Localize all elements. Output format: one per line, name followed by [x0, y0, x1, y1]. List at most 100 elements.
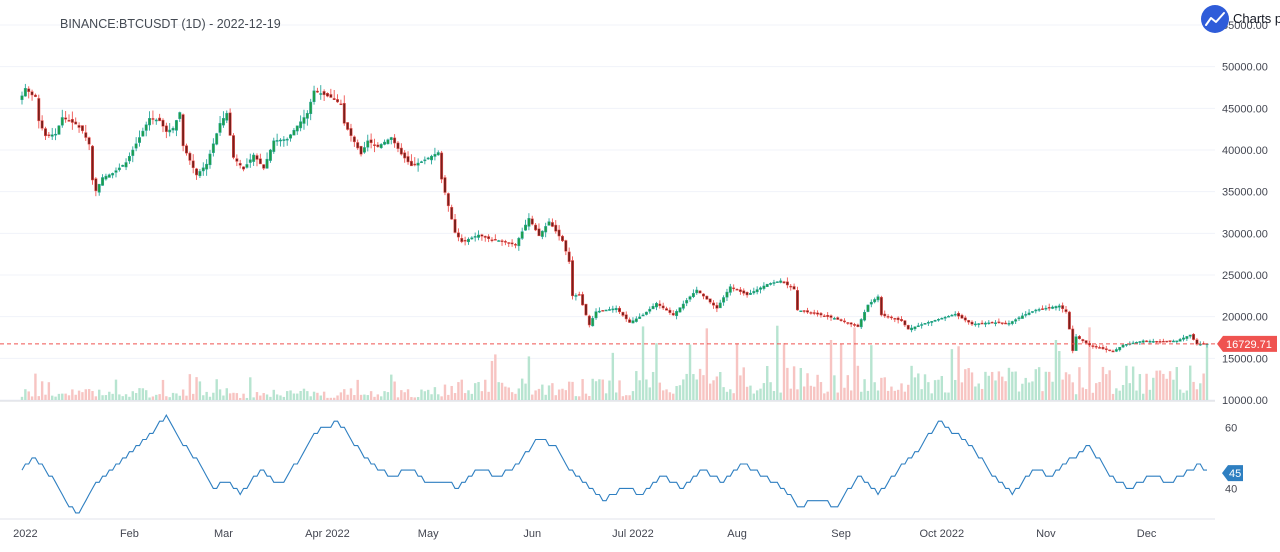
- volume-bar: [306, 391, 309, 400]
- candle-body: [705, 295, 709, 300]
- candle-body: [1124, 344, 1128, 346]
- volume-bar: [349, 388, 353, 400]
- candle-body: [117, 167, 121, 171]
- candle-body: [876, 296, 880, 301]
- volume-bar: [802, 386, 806, 400]
- candle-body: [215, 133, 219, 145]
- time-tick-label: Jun: [523, 528, 541, 540]
- candle-body: [362, 147, 366, 153]
- volume-bar: [473, 383, 477, 400]
- candle-body: [691, 293, 695, 297]
- volume-bar: [1202, 373, 1205, 400]
- candle-body: [554, 224, 558, 232]
- time-tick-label: Nov: [1036, 528, 1056, 540]
- candle-body: [1175, 340, 1179, 343]
- time-tick-label: Aug: [727, 528, 747, 540]
- candle-body: [245, 164, 249, 168]
- volume-bar: [645, 379, 648, 400]
- volume-bar: [739, 375, 742, 400]
- candle-body: [446, 193, 450, 207]
- volume-bar: [591, 378, 594, 400]
- candle-body: [23, 88, 27, 97]
- candle-body: [735, 288, 739, 291]
- volume-bar: [292, 393, 296, 400]
- candle-body: [718, 302, 722, 309]
- volume-bar: [44, 394, 47, 400]
- candle-body: [1145, 340, 1149, 343]
- candle-body: [557, 229, 561, 237]
- volume-bar: [665, 389, 668, 400]
- candle-body: [70, 119, 74, 123]
- volume-bar: [678, 385, 682, 400]
- candle-body: [906, 325, 910, 330]
- candle-body: [279, 139, 282, 142]
- volume-bar: [487, 391, 490, 400]
- indicator-line: [21, 413, 1207, 514]
- candle-body: [943, 316, 947, 319]
- indicator-axis[interactable]: 60 40: [1225, 422, 1237, 495]
- candle-body: [349, 128, 353, 136]
- volume-bar: [430, 394, 433, 400]
- candle-body: [802, 310, 806, 312]
- candle-body: [1158, 341, 1162, 343]
- volume-bar: [692, 374, 695, 400]
- volume-bar: [299, 390, 302, 400]
- volume-bar: [275, 394, 279, 400]
- candle-body: [356, 142, 360, 149]
- volume-bar: [1091, 392, 1095, 400]
- candle-body: [1161, 340, 1165, 343]
- candle-body: [265, 158, 269, 169]
- candle-body: [1182, 337, 1185, 340]
- volume-bar: [849, 390, 853, 400]
- brand-icon[interactable]: [1201, 5, 1229, 33]
- volume-bar: [917, 373, 920, 400]
- candle-body: [312, 90, 316, 102]
- candle-body: [561, 235, 564, 242]
- volume-bar: [121, 396, 124, 400]
- candle-body: [500, 240, 504, 242]
- volume-bar: [826, 391, 829, 400]
- volume-bar: [346, 394, 349, 400]
- volume-bar: [158, 394, 161, 400]
- candle-body: [104, 175, 108, 180]
- candle-body: [779, 280, 783, 283]
- volume-bar: [974, 386, 977, 400]
- volume-bar: [138, 388, 141, 400]
- volume-bar: [34, 373, 37, 400]
- candle-body: [396, 142, 400, 149]
- candle-body: [544, 226, 548, 233]
- volume-bar: [1128, 383, 1131, 400]
- volume-bar: [752, 393, 756, 400]
- candle-body: [685, 300, 689, 304]
- volume-bar: [860, 391, 863, 400]
- candle-body: [1094, 346, 1098, 348]
- volume-bar: [141, 388, 145, 400]
- candle-body: [198, 171, 202, 177]
- volume-bar: [839, 343, 843, 400]
- brand-logo[interactable]: Charts p: [1201, 5, 1280, 33]
- candle-body: [20, 95, 24, 100]
- volume-bar: [698, 368, 702, 400]
- time-tick-label: Feb: [120, 528, 139, 540]
- candle-body: [168, 129, 172, 133]
- candle-body: [319, 93, 323, 95]
- volume-bar: [534, 390, 537, 400]
- candle-body: [134, 143, 138, 149]
- candle-body: [302, 117, 306, 124]
- volume-bar: [1027, 382, 1031, 400]
- candle-body: [970, 321, 974, 325]
- candle-body: [822, 315, 826, 318]
- candle-body: [1135, 341, 1138, 344]
- candle-body: [339, 103, 343, 106]
- price-axis[interactable]: 55000.00 50000.00 45000.00 40000.00 35000.00…: [1222, 20, 1268, 407]
- candle-body: [40, 120, 44, 129]
- volume-bar: [1088, 327, 1091, 400]
- volume-bar: [819, 382, 823, 400]
- volume-bar: [517, 388, 521, 400]
- candle-body: [97, 183, 101, 193]
- time-axis[interactable]: 2022 Feb Mar Apr 2022 May Jun Jul 2022 Aug Sep Oc…: [13, 528, 1157, 540]
- candle-body: [191, 160, 195, 168]
- candle-body: [1077, 336, 1081, 339]
- candle-body: [218, 123, 222, 133]
- candle-body: [524, 224, 527, 231]
